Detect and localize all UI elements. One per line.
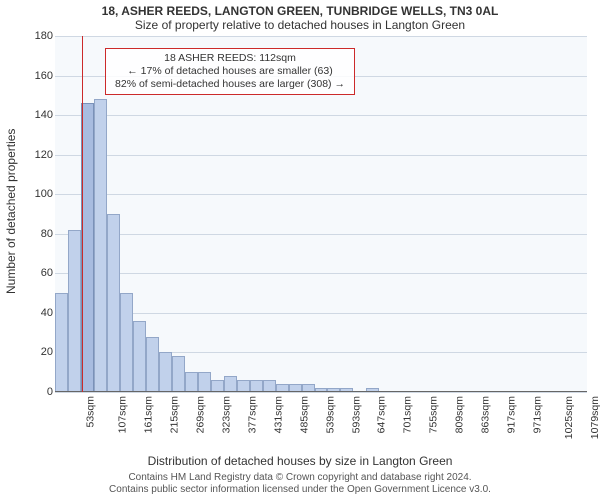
histogram-bar	[146, 337, 159, 392]
x-axis-label: Distribution of detached houses by size …	[0, 454, 600, 468]
histogram-bar	[94, 99, 107, 392]
x-tick: 971sqm	[532, 396, 544, 433]
attribution-line1: Contains HM Land Registry data © Crown c…	[0, 472, 600, 484]
x-tick: 377sqm	[246, 396, 258, 433]
histogram-bar	[120, 293, 133, 392]
y-tick: 40	[0, 307, 53, 319]
x-tick: 1079sqm	[589, 396, 600, 439]
x-tick: 647sqm	[376, 396, 388, 433]
x-tick: 269sqm	[194, 396, 206, 433]
x-tick: 161sqm	[142, 396, 154, 433]
y-tick: 100	[0, 188, 53, 200]
x-tick: 485sqm	[298, 396, 310, 433]
chart-subtitle: Size of property relative to detached ho…	[0, 18, 600, 32]
y-tick: 0	[0, 386, 53, 398]
chart-container: 18, ASHER REEDS, LANGTON GREEN, TUNBRIDG…	[0, 0, 600, 500]
x-tick: 323sqm	[220, 396, 232, 433]
x-tick: 431sqm	[272, 396, 284, 433]
x-tick: 863sqm	[480, 396, 492, 433]
x-tick: 215sqm	[168, 396, 180, 433]
y-tick: 60	[0, 267, 53, 279]
x-tick: 593sqm	[350, 396, 362, 433]
histogram-bar	[68, 230, 81, 392]
infobox-line1: 18 ASHER REEDS: 112sqm	[114, 52, 346, 65]
attribution-line2: Contains public sector information licen…	[0, 484, 600, 496]
x-tick: 917sqm	[506, 396, 518, 433]
attribution-text: Contains HM Land Registry data © Crown c…	[0, 472, 600, 496]
histogram-bar	[133, 321, 146, 392]
x-tick: 539sqm	[324, 396, 336, 433]
histogram-bar	[224, 376, 237, 392]
highlight-infobox: 18 ASHER REEDS: 112sqm ← 17% of detached…	[105, 48, 355, 95]
histogram-bar	[198, 372, 211, 392]
histogram-bar	[159, 352, 172, 392]
x-tick: 809sqm	[454, 396, 466, 433]
histogram-bar	[185, 372, 198, 392]
y-tick: 120	[0, 149, 53, 161]
histogram-bar	[172, 356, 185, 392]
property-marker-line	[82, 36, 83, 392]
y-tick: 160	[0, 70, 53, 82]
infobox-line2: ← 17% of detached houses are smaller (63…	[114, 65, 346, 78]
x-tick: 107sqm	[116, 396, 128, 433]
x-tick: 701sqm	[402, 396, 414, 433]
y-tick: 80	[0, 228, 53, 240]
infobox-line3: 82% of semi-detached houses are larger (…	[114, 78, 346, 91]
x-tick: 53sqm	[85, 396, 97, 428]
y-tick: 20	[0, 346, 53, 358]
y-tick: 180	[0, 30, 53, 42]
y-tick: 140	[0, 109, 53, 121]
histogram-bar	[107, 214, 120, 392]
x-tick: 1025sqm	[563, 396, 575, 439]
histogram-bar	[55, 293, 68, 392]
x-tick: 755sqm	[428, 396, 440, 433]
chart-title-address: 18, ASHER REEDS, LANGTON GREEN, TUNBRIDG…	[0, 4, 600, 18]
